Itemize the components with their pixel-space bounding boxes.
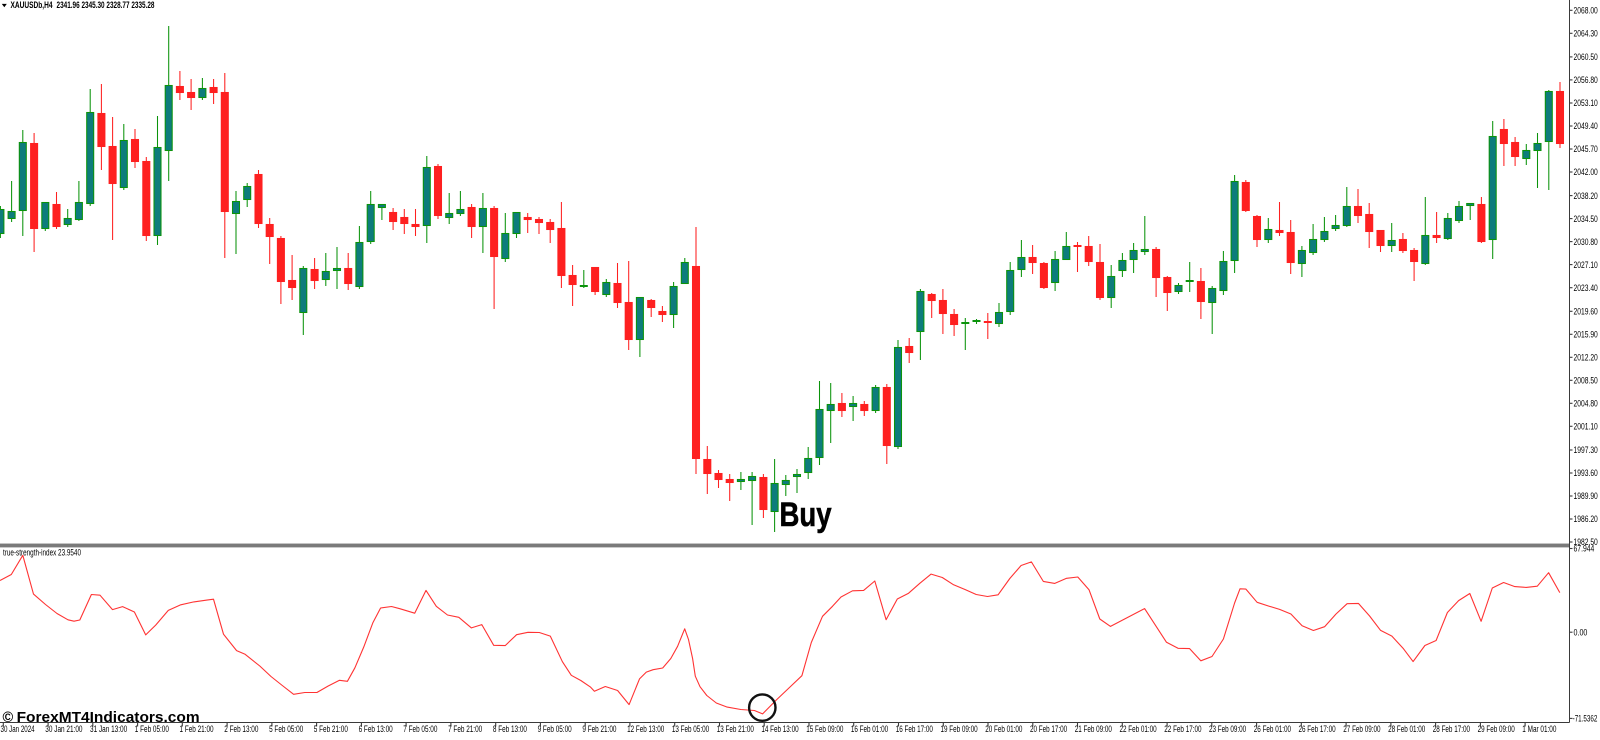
svg-text:2045.70: 2045.70 xyxy=(1574,144,1598,154)
svg-text:XAUUSDb,H4: XAUUSDb,H4 xyxy=(11,0,53,10)
svg-text:©: © xyxy=(3,710,14,726)
svg-text:2019.60: 2019.60 xyxy=(1574,307,1598,317)
svg-text:7 Feb 05:00: 7 Feb 05:00 xyxy=(403,724,437,734)
svg-text:1 Feb 05:00: 1 Feb 05:00 xyxy=(135,724,169,734)
svg-text:2001.10: 2001.10 xyxy=(1574,422,1598,432)
svg-text:2049.40: 2049.40 xyxy=(1574,121,1598,131)
svg-text:1982.50: 1982.50 xyxy=(1574,537,1598,547)
svg-text:Buy: Buy xyxy=(780,496,832,534)
svg-text:13 Feb 05:00: 13 Feb 05:00 xyxy=(672,724,709,734)
svg-text:1986.20: 1986.20 xyxy=(1574,514,1598,524)
svg-text:5 Feb 05:00: 5 Feb 05:00 xyxy=(269,724,303,734)
svg-text:21 Feb 09:00: 21 Feb 09:00 xyxy=(1075,724,1112,734)
svg-text:2053.10: 2053.10 xyxy=(1574,98,1598,108)
svg-text:2030.80: 2030.80 xyxy=(1574,237,1598,247)
svg-text:true-strength-index 23.9540: true-strength-index 23.9540 xyxy=(3,548,81,558)
svg-text:8 Feb 13:00: 8 Feb 13:00 xyxy=(493,724,527,734)
svg-text:6 Feb 13:00: 6 Feb 13:00 xyxy=(359,724,393,734)
svg-text:2038.20: 2038.20 xyxy=(1574,191,1598,201)
svg-text:0.00: 0.00 xyxy=(1574,627,1588,637)
svg-text:1 Mar 01:00: 1 Mar 01:00 xyxy=(1522,724,1556,734)
svg-text:2341.96 2345.30 2328.77 2335.2: 2341.96 2345.30 2328.77 2335.28 xyxy=(57,0,155,10)
svg-text:2008.50: 2008.50 xyxy=(1574,376,1598,386)
svg-text:2060.50: 2060.50 xyxy=(1574,52,1598,62)
svg-text:30 Jan 21:00: 30 Jan 21:00 xyxy=(45,724,82,734)
svg-text:14 Feb 13:00: 14 Feb 13:00 xyxy=(761,724,798,734)
svg-text:22 Feb 01:00: 22 Feb 01:00 xyxy=(1120,724,1157,734)
svg-text:2064.30: 2064.30 xyxy=(1574,29,1598,39)
svg-text:9 Feb 21:00: 9 Feb 21:00 xyxy=(582,724,616,734)
svg-text:-71.5362: -71.5362 xyxy=(1573,714,1598,724)
svg-text:7 Feb 21:00: 7 Feb 21:00 xyxy=(448,724,482,734)
svg-text:27 Feb 09:00: 27 Feb 09:00 xyxy=(1343,724,1380,734)
svg-text:28 Feb 01:00: 28 Feb 01:00 xyxy=(1388,724,1425,734)
svg-text:2004.80: 2004.80 xyxy=(1574,399,1598,409)
svg-text:1993.60: 1993.60 xyxy=(1574,468,1598,478)
svg-text:2034.50: 2034.50 xyxy=(1574,214,1598,224)
svg-text:2042.00: 2042.00 xyxy=(1574,167,1598,177)
svg-text:1 Feb 21:00: 1 Feb 21:00 xyxy=(180,724,214,734)
svg-text:2027.10: 2027.10 xyxy=(1574,260,1598,270)
svg-text:26 Feb 17:00: 26 Feb 17:00 xyxy=(1299,724,1336,734)
svg-text:2023.40: 2023.40 xyxy=(1574,283,1598,293)
svg-text:28 Feb 17:00: 28 Feb 17:00 xyxy=(1433,724,1470,734)
svg-text:20 Feb 01:00: 20 Feb 01:00 xyxy=(985,724,1022,734)
svg-text:30 Jan 2024: 30 Jan 2024 xyxy=(1,724,35,734)
svg-text:5 Feb 21:00: 5 Feb 21:00 xyxy=(314,724,348,734)
svg-text:12 Feb 13:00: 12 Feb 13:00 xyxy=(627,724,664,734)
svg-text:15 Feb 09:00: 15 Feb 09:00 xyxy=(806,724,843,734)
svg-text:67.944: 67.944 xyxy=(1574,544,1595,554)
svg-text:23 Feb 09:00: 23 Feb 09:00 xyxy=(1209,724,1246,734)
svg-text:2068.00: 2068.00 xyxy=(1574,6,1598,16)
svg-text:1989.90: 1989.90 xyxy=(1574,491,1598,501)
svg-text:2056.80: 2056.80 xyxy=(1574,75,1598,85)
svg-text:16 Feb 01:00: 16 Feb 01:00 xyxy=(851,724,888,734)
svg-text:22 Feb 17:00: 22 Feb 17:00 xyxy=(1164,724,1201,734)
svg-text:13 Feb 21:00: 13 Feb 21:00 xyxy=(717,724,754,734)
svg-text:2012.20: 2012.20 xyxy=(1574,353,1598,363)
svg-text:2 Feb 13:00: 2 Feb 13:00 xyxy=(224,724,258,734)
svg-text:20 Feb 17:00: 20 Feb 17:00 xyxy=(1030,724,1067,734)
svg-text:31 Jan 13:00: 31 Jan 13:00 xyxy=(90,724,127,734)
svg-text:ForexMT4Indicators.com: ForexMT4Indicators.com xyxy=(17,710,200,726)
svg-text:9 Feb 05:00: 9 Feb 05:00 xyxy=(538,724,572,734)
svg-text:1997.30: 1997.30 xyxy=(1574,445,1598,455)
svg-text:26 Feb 01:00: 26 Feb 01:00 xyxy=(1254,724,1291,734)
svg-text:16 Feb 17:00: 16 Feb 17:00 xyxy=(896,724,933,734)
svg-text:19 Feb 09:00: 19 Feb 09:00 xyxy=(941,724,978,734)
svg-text:2015.90: 2015.90 xyxy=(1574,330,1598,340)
svg-text:29 Feb 09:00: 29 Feb 09:00 xyxy=(1478,724,1515,734)
